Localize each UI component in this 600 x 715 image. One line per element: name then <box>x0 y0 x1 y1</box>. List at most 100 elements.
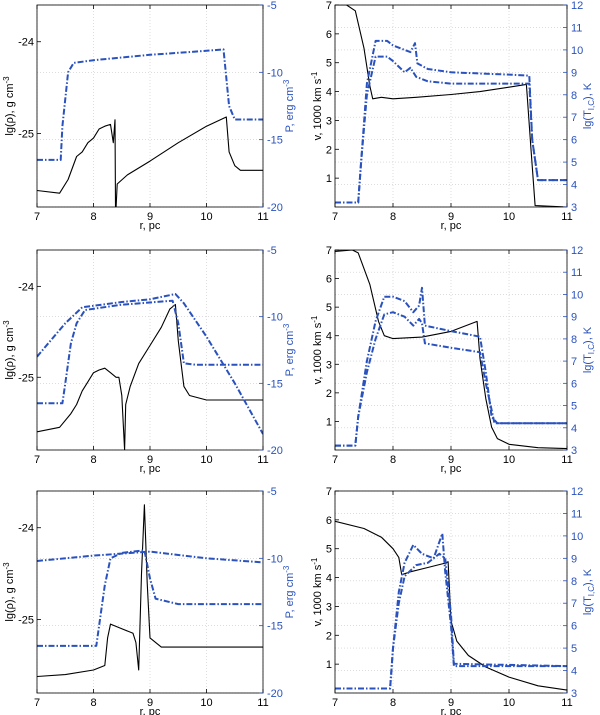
y-left-tick-label: -24 <box>18 523 34 535</box>
y-left-tick-label: 4 <box>326 87 332 99</box>
y-left-tick-label: 7 <box>326 245 332 257</box>
panel-row1-left: 7 8 9 10 11 -24 -25 -5 -10 -15 -20 r, pc lg(ρ), g cm… <box>2 0 296 232</box>
y-left-tick-label: 5 <box>326 544 332 556</box>
x-tick-label: 7 <box>34 211 40 223</box>
series-T_I <box>335 39 567 204</box>
y-left-tick-label: 3 <box>326 115 332 127</box>
series-density <box>37 116 263 207</box>
x-tick-label: 7 <box>332 454 338 466</box>
y-right-tick-label: 5 <box>571 157 577 169</box>
y-right-tick-label: 3 <box>571 202 577 214</box>
x-tick-label: 11 <box>257 454 268 466</box>
y-right-tick-label: 11 <box>571 267 582 279</box>
y-right-axis-label: P, erg cm-3 <box>282 323 296 376</box>
y-left-tick-label: 2 <box>326 630 332 642</box>
series-density <box>37 303 263 450</box>
x-tick-label: 8 <box>390 211 396 223</box>
y-right-tick-label: -15 <box>267 621 283 633</box>
y-right-tick-label: 9 <box>571 312 577 324</box>
x-tick-label: 9 <box>448 454 454 466</box>
y-left-tick-label: 3 <box>326 359 332 371</box>
y-right-tick-label: 6 <box>571 378 577 390</box>
y-right-axis-label: lg(TI,C), K <box>582 326 596 373</box>
y-left-axis-label: lg(ρ), g cm-3 <box>2 76 16 136</box>
x-tick-label: 11 <box>561 697 572 709</box>
x-tick-label: 11 <box>257 697 268 709</box>
x-tick-label: 7 <box>34 454 40 466</box>
x-tick-label: 9 <box>448 211 454 223</box>
x-tick-label: 7 <box>34 697 40 709</box>
y-right-tick-label: 4 <box>571 666 577 678</box>
series-pressure_1 <box>37 299 263 405</box>
y-right-tick-label: 7 <box>571 598 577 610</box>
grid <box>36 249 264 451</box>
y-left-axis-label: lg(ρ), g cm-3 <box>2 562 16 622</box>
x-tick-label: 9 <box>147 697 153 709</box>
y-left-axis-label: lg(ρ), g cm-3 <box>2 320 16 380</box>
x-tick-label: 8 <box>390 697 396 709</box>
y-right-tick-label: 10 <box>571 531 583 543</box>
x-tick-label: 10 <box>200 211 212 223</box>
y-left-tick-label: 6 <box>326 515 332 527</box>
x-tick-label: 7 <box>332 211 338 223</box>
y-left-tick-label: 6 <box>326 29 332 41</box>
x-tick-label: 11 <box>561 454 572 466</box>
y-left-tick-label: 6 <box>326 274 332 286</box>
y-left-tick-label: 1 <box>326 659 332 671</box>
grid <box>36 4 264 208</box>
y-left-tick-label: 2 <box>326 144 332 156</box>
y-right-tick-label: 8 <box>571 576 577 588</box>
y-left-tick-label: -25 <box>18 129 34 141</box>
y-right-tick-label: 6 <box>571 135 577 147</box>
y-left-tick-label: -24 <box>18 37 34 49</box>
series-T_I <box>335 286 567 447</box>
y-right-tick-label: 10 <box>571 289 583 301</box>
x-tick-label: 9 <box>147 454 153 466</box>
y-right-tick-label: 11 <box>571 508 582 520</box>
y-right-tick-label: 12 <box>571 486 583 498</box>
y-right-tick-label: 5 <box>571 643 577 655</box>
y-right-tick-label: -20 <box>267 688 283 700</box>
y-left-tick-label: 2 <box>326 388 332 400</box>
x-tick-label: 10 <box>200 454 212 466</box>
series-T_C <box>335 55 567 204</box>
y-right-tick-label: -15 <box>267 378 283 390</box>
y-right-tick-label: 4 <box>571 180 577 192</box>
y-right-tick-label: 9 <box>571 553 577 565</box>
x-axis-label: r, pc <box>140 220 161 232</box>
grid <box>334 4 568 208</box>
y-right-tick-label: -5 <box>267 486 277 498</box>
x-tick-label: 9 <box>147 211 153 223</box>
y-right-tick-label: 9 <box>571 67 577 79</box>
y-right-tick-label: 8 <box>571 90 577 102</box>
y-right-axis-label: lg(TI,C), K <box>582 82 596 129</box>
y-right-axis-label: P, erg cm-3 <box>282 79 296 132</box>
y-left-tick-label: -25 <box>18 372 34 384</box>
x-tick-label: 8 <box>390 454 396 466</box>
y-left-axis-label: v, 1000 km s-1 <box>310 315 324 384</box>
series-velocity <box>335 5 567 207</box>
x-tick-label: 8 <box>90 454 96 466</box>
x-axis-label: r, pc <box>140 463 161 475</box>
y-right-tick-label: -15 <box>267 135 283 147</box>
y-left-tick-label: 3 <box>326 601 332 613</box>
y-left-axis-label: v, 1000 km s-1 <box>310 557 324 626</box>
x-tick-label: 10 <box>503 211 515 223</box>
x-axis-label: r, pc <box>441 463 462 475</box>
y-left-tick-label: 7 <box>326 486 332 498</box>
x-tick-label: 7 <box>332 697 338 709</box>
y-right-tick-label: -20 <box>267 202 283 214</box>
y-left-tick-label: 5 <box>326 58 332 70</box>
x-tick-label: 11 <box>561 211 572 223</box>
y-left-tick-label: -24 <box>18 281 34 293</box>
y-right-axis-label: P, erg cm-3 <box>282 565 296 618</box>
x-axis-label: r, pc <box>441 706 462 715</box>
series-pressure_2 <box>37 550 263 564</box>
y-right-tick-label: -10 <box>267 553 283 565</box>
y-left-tick-label: 1 <box>326 416 332 428</box>
y-right-tick-label: 7 <box>571 112 577 124</box>
y-right-tick-label: 11 <box>571 22 582 34</box>
x-tick-label: 8 <box>90 697 96 709</box>
